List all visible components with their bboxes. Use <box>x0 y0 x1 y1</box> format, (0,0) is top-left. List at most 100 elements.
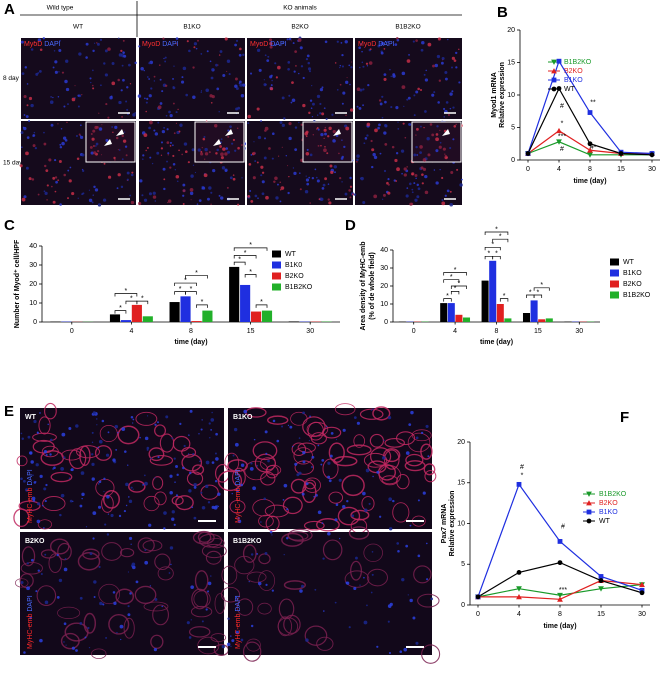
stain <box>21 197 26 202</box>
nucleus <box>367 84 370 87</box>
legend-label: B1KO <box>623 270 642 277</box>
nucleus <box>307 61 311 65</box>
nucleus <box>97 446 100 449</box>
nucleus <box>132 422 134 424</box>
nucleus <box>169 546 174 550</box>
nucleus <box>96 424 98 426</box>
fiber <box>258 514 274 528</box>
nucleus <box>452 138 455 141</box>
nucleus <box>81 169 85 173</box>
bar <box>440 303 448 322</box>
y-tick-label: 20 <box>29 281 37 288</box>
stain <box>217 64 219 66</box>
nucleus <box>292 445 294 448</box>
x-tick-label: 15 <box>617 166 625 173</box>
column-header: B1KO <box>183 24 200 31</box>
nucleus <box>410 410 414 415</box>
nucleus <box>107 431 110 434</box>
nucleus <box>148 94 152 98</box>
stain <box>189 188 194 192</box>
marker <box>556 127 562 134</box>
nucleus <box>327 475 331 479</box>
fiber <box>38 416 51 435</box>
nucleus <box>383 439 385 442</box>
significance-mark: * <box>238 256 241 263</box>
stain <box>345 114 347 116</box>
nucleus <box>59 203 62 206</box>
nucleus <box>258 68 262 72</box>
nucleus <box>190 585 194 589</box>
stain <box>294 50 297 53</box>
nucleus <box>40 572 43 576</box>
nucleus <box>239 83 243 87</box>
stain <box>424 190 429 195</box>
bar <box>261 310 273 322</box>
nucleus <box>426 136 430 141</box>
nucleus <box>388 497 393 502</box>
stain <box>28 177 32 181</box>
annotation: # <box>560 103 564 110</box>
nucleus <box>263 83 267 87</box>
fiber <box>193 590 211 608</box>
nucleus <box>98 439 103 444</box>
nucleus <box>372 408 374 410</box>
nucleus <box>79 135 84 139</box>
fiber <box>236 598 254 616</box>
nucleus <box>296 473 300 477</box>
y-tick-label: 20 <box>380 283 388 290</box>
stain <box>260 165 264 169</box>
nucleus <box>443 116 445 118</box>
nucleus <box>195 47 198 50</box>
nucleus <box>120 185 124 189</box>
nucleus <box>78 52 82 56</box>
nucleus <box>115 448 118 451</box>
nucleus <box>319 88 324 92</box>
nucleus <box>171 437 174 440</box>
nucleus <box>89 77 92 80</box>
significance-mark: * <box>130 295 133 302</box>
marker <box>557 560 563 566</box>
nucleus <box>370 591 373 594</box>
nucleus <box>362 491 366 496</box>
stain <box>423 126 425 129</box>
nucleus <box>364 137 368 140</box>
significance-mark: * <box>540 282 543 289</box>
fiber <box>57 606 81 620</box>
nucleus <box>237 106 241 110</box>
y-axis-label: (% of de whole field) <box>369 252 376 320</box>
fiber <box>134 585 157 604</box>
nucleus <box>305 178 310 182</box>
nucleus <box>207 581 212 586</box>
fiber <box>150 634 164 649</box>
nucleus <box>24 66 28 69</box>
nucleus <box>437 101 440 104</box>
stain-name: DAPI <box>270 41 286 48</box>
nucleus <box>282 498 285 501</box>
nucleus <box>247 122 250 125</box>
nucleus <box>174 169 177 171</box>
nucleus <box>264 54 267 57</box>
nucleus <box>169 474 173 478</box>
stain <box>327 135 330 138</box>
stain <box>269 41 273 46</box>
panel-label: D <box>345 217 356 234</box>
stain <box>167 154 169 156</box>
stain <box>23 95 27 99</box>
stain <box>406 59 411 63</box>
stain <box>52 176 56 180</box>
stain <box>92 87 95 90</box>
nucleus <box>182 466 185 470</box>
nucleus <box>130 543 132 545</box>
stain <box>422 167 427 171</box>
nucleus <box>175 111 178 114</box>
nucleus <box>152 191 156 195</box>
nucleus <box>373 155 378 160</box>
nucleus <box>286 38 289 41</box>
fiber <box>115 588 135 605</box>
nucleus <box>97 505 102 509</box>
nucleus <box>381 116 384 119</box>
fiber <box>278 598 295 620</box>
nucleus <box>359 66 361 69</box>
nucleus <box>204 147 208 152</box>
nucleus <box>389 69 391 71</box>
